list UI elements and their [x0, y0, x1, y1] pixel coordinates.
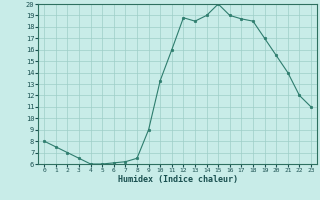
X-axis label: Humidex (Indice chaleur): Humidex (Indice chaleur) — [118, 175, 238, 184]
